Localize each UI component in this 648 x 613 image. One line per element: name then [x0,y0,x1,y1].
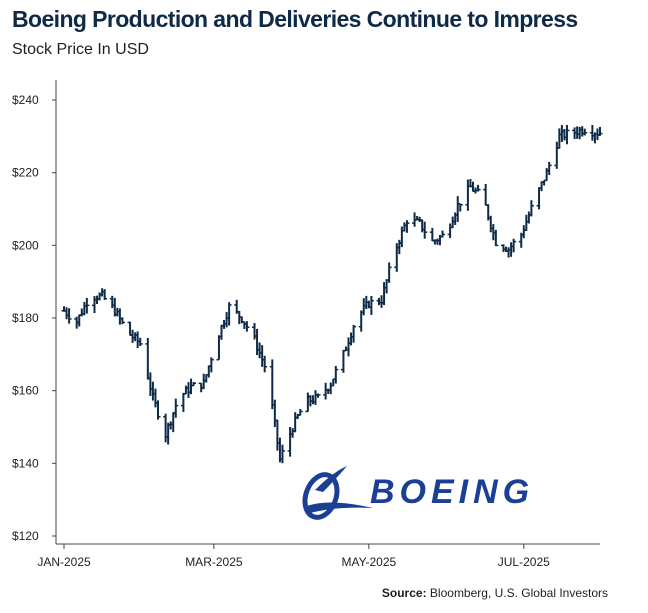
source-text: Bloomberg, U.S. Global Investors [429,586,608,600]
price-bar [546,161,552,176]
y-axis: $120 $140 $160 $180 $200 $220 $240 [12,80,57,544]
price-bar [351,324,357,343]
boeing-wordmark: BOEING [370,473,534,511]
x-tick-label: JAN-2025 [37,555,91,569]
price-bar [440,230,446,238]
price-bar [368,296,374,315]
price-bar [102,289,108,300]
source-label: Source: [381,586,427,600]
price-bar [564,124,570,145]
price-bar [511,238,517,253]
y-tick-label: $240 [12,93,39,107]
price-bar [191,381,197,387]
price-bar [333,365,339,384]
price-bar [404,220,410,233]
y-tick-label: $160 [12,384,39,398]
price-bar [528,200,534,217]
x-axis-ticks: JAN-2025 MAR-2025 MAY-2025 JUL-2025 [37,544,550,569]
y-tick-label: $120 [12,529,39,543]
price-bar [208,357,214,373]
price-bar [422,221,428,239]
price-bar [386,262,392,283]
price-bar [493,229,499,247]
y-tick-label: $180 [12,311,39,325]
x-tick-label: JUL-2025 [498,555,550,569]
price-bar [66,308,72,324]
chart-title: Boeing Production and Deliveries Continu… [12,6,578,32]
y-tick-label: $140 [12,456,39,470]
price-bar [155,400,161,420]
y-tick-label: $200 [12,238,39,252]
price-bar [84,297,90,314]
price-bar [340,349,346,373]
price-bar [262,355,268,373]
price-bar [457,203,463,212]
price-bar [173,398,179,418]
price-bar [180,392,186,412]
price-bar [475,184,481,192]
price-bar [582,128,588,136]
x-tick-label: MAY-2025 [341,555,396,569]
price-bar [483,184,489,206]
x-axis: JAN-2025 MAR-2025 MAY-2025 JUL-2025 [37,543,600,569]
chart-subtitle: Stock Price In USD [12,41,149,58]
price-bar [297,408,303,416]
boeing-logo: BOEING [302,466,534,520]
price-bar [119,317,125,325]
price-bar [315,393,321,398]
price-bar [137,337,143,346]
price-bar [597,126,603,136]
x-tick-label: MAR-2025 [185,555,243,569]
y-axis-ticks: $120 $140 $160 $180 $200 $220 $240 [12,93,56,543]
source-note: Source: Bloomberg, U.S. Global Investors [382,586,608,600]
price-bar [244,321,250,332]
price-bar [279,444,285,464]
price-bars [61,124,603,464]
price-bar [429,227,435,242]
y-tick-label: $220 [12,166,39,180]
boeing-globe-icon [302,466,373,520]
price-bar [226,302,232,326]
